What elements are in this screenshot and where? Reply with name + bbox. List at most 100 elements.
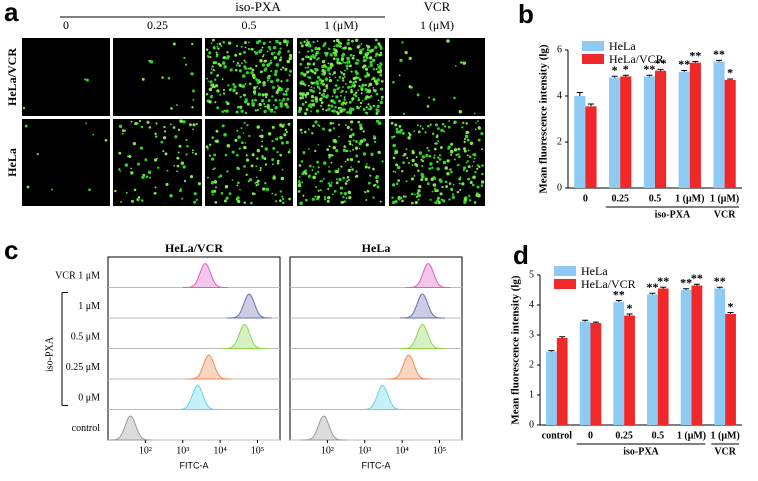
cell xyxy=(326,199,330,203)
cell xyxy=(299,201,303,206)
significance: ** xyxy=(678,57,690,71)
cell xyxy=(268,40,272,44)
cell xyxy=(314,67,318,72)
cell xyxy=(251,153,255,157)
cell xyxy=(302,73,307,77)
cell xyxy=(334,53,337,57)
cell xyxy=(417,189,421,193)
group-label: VCR xyxy=(714,446,736,457)
cell xyxy=(121,132,124,135)
cell xyxy=(191,42,194,46)
cell xyxy=(476,164,479,167)
cell xyxy=(205,93,209,96)
cell xyxy=(350,86,353,89)
cell xyxy=(280,80,283,83)
cell xyxy=(245,158,250,162)
cell xyxy=(258,80,262,84)
cell xyxy=(328,66,333,70)
cell xyxy=(189,175,194,179)
cell xyxy=(345,83,347,85)
cell xyxy=(254,181,257,184)
cell xyxy=(182,120,186,124)
bar xyxy=(724,79,736,188)
bar xyxy=(713,61,725,188)
cell xyxy=(255,40,260,45)
cell xyxy=(304,112,308,116)
cell xyxy=(375,179,379,183)
cell xyxy=(366,71,368,74)
cell xyxy=(259,107,262,110)
cell xyxy=(332,73,334,76)
y-tick-label: 0 xyxy=(557,182,562,193)
cell xyxy=(354,146,359,150)
cell xyxy=(343,76,346,78)
cell xyxy=(308,89,311,91)
cell xyxy=(271,192,274,195)
y-tick-label: 1 xyxy=(529,389,534,400)
cell xyxy=(450,188,453,192)
cell xyxy=(370,63,373,66)
cell xyxy=(310,55,313,59)
cell xyxy=(338,75,342,79)
cell xyxy=(288,53,292,57)
cell xyxy=(334,76,337,79)
cell xyxy=(351,97,355,101)
cell xyxy=(244,142,247,144)
cell xyxy=(428,155,432,158)
cell xyxy=(332,57,336,61)
cell xyxy=(282,201,285,205)
panel-title: HeLa xyxy=(362,241,391,255)
cell xyxy=(244,82,247,85)
cell xyxy=(229,192,232,195)
cell xyxy=(144,158,148,162)
cell xyxy=(275,78,280,82)
group-label: iso-PXA xyxy=(235,0,281,14)
cell xyxy=(217,47,220,50)
cell xyxy=(342,86,344,88)
cell xyxy=(354,76,358,80)
cell xyxy=(317,166,320,169)
cell xyxy=(455,154,458,156)
cell xyxy=(325,53,328,57)
cell xyxy=(266,76,270,80)
cell xyxy=(286,59,291,64)
cell xyxy=(305,43,309,47)
cell xyxy=(367,107,370,110)
cell xyxy=(469,180,473,185)
cell xyxy=(334,106,337,109)
cell xyxy=(154,158,158,162)
cell xyxy=(348,134,353,139)
cell xyxy=(281,195,284,198)
cell xyxy=(270,79,274,84)
cell xyxy=(433,147,437,151)
cell xyxy=(338,178,342,182)
cell xyxy=(466,138,470,142)
cell xyxy=(373,79,378,83)
cell xyxy=(118,168,121,171)
cell xyxy=(472,175,476,180)
cell xyxy=(362,108,366,111)
cell xyxy=(372,167,375,171)
cell xyxy=(192,149,194,152)
cell xyxy=(323,195,327,199)
cell xyxy=(251,73,256,78)
cell xyxy=(364,111,367,114)
cell xyxy=(392,80,395,84)
group-label: iso-PXA xyxy=(655,209,691,220)
cell xyxy=(376,104,380,108)
bar xyxy=(590,323,602,425)
cell xyxy=(278,58,282,62)
cell xyxy=(458,178,461,181)
cell xyxy=(130,171,134,175)
cell xyxy=(287,122,291,126)
cell xyxy=(380,95,384,99)
cell xyxy=(208,87,213,92)
cell xyxy=(276,150,279,154)
cell xyxy=(430,177,434,181)
cell xyxy=(312,175,316,180)
cell xyxy=(346,180,349,183)
cell xyxy=(183,179,187,183)
cell xyxy=(311,99,315,103)
cell xyxy=(466,154,469,157)
cell xyxy=(377,99,380,102)
